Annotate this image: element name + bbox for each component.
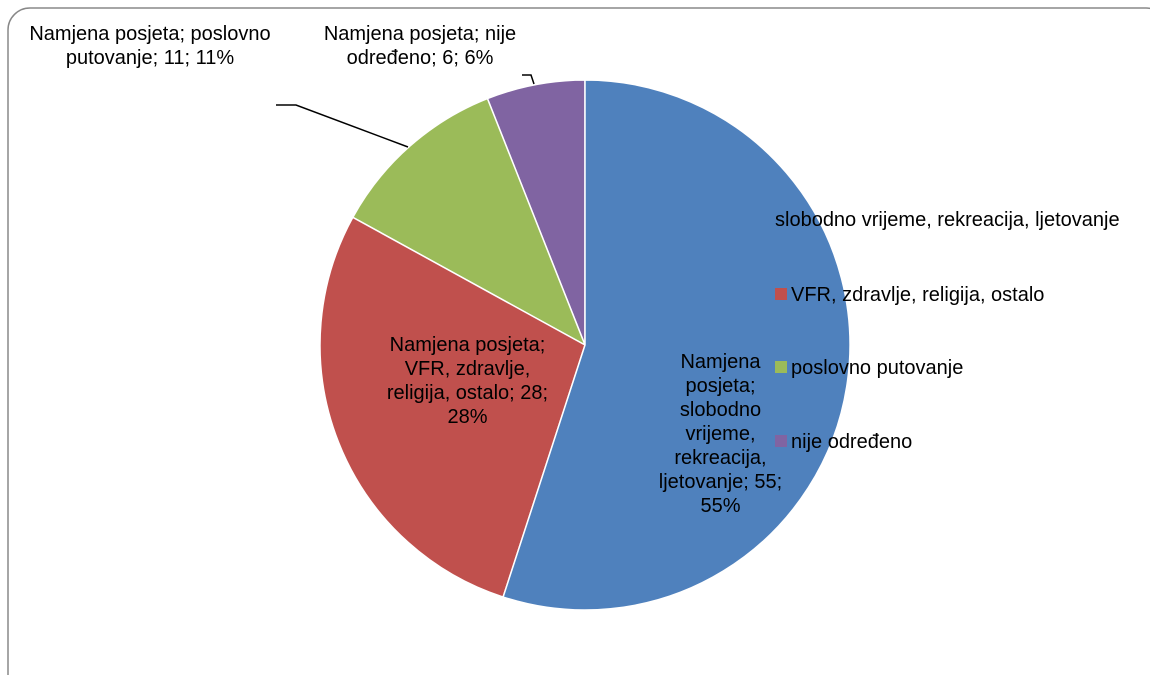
pie-slice xyxy=(351,97,587,347)
legend-swatch xyxy=(775,361,787,373)
data-label: Namjena posjeta; slobodno vrijeme, rekre… xyxy=(658,351,783,517)
legend-label: nije određeno xyxy=(791,431,913,453)
legend-label: poslovno putovanje xyxy=(791,357,964,379)
pie-slice xyxy=(502,79,851,611)
leader-line xyxy=(522,74,535,85)
data-label: Namjena posjeta; VFR, zdravlje, religija… xyxy=(386,334,549,428)
legend-item: VFR, zdravlje, religija, ostalo xyxy=(775,283,1145,307)
legend-item: slobodno vrijeme, rekreacija, ljetovanje xyxy=(775,208,1145,232)
data-label: Namjena posjeta; poslovno putovanje; 11;… xyxy=(29,23,271,69)
legend-item: nije određeno xyxy=(775,430,1145,454)
legend-swatch xyxy=(775,288,787,300)
legend-label: slobodno vrijeme, rekreacija, ljetovanje xyxy=(775,209,1120,231)
leader-line xyxy=(276,104,409,148)
legend-label: VFR, zdravlje, religija, ostalo xyxy=(791,284,1045,306)
data-label: Namjena posjeta; nije određeno; 6; 6% xyxy=(323,23,517,69)
frame xyxy=(7,7,1150,675)
legend-swatch xyxy=(775,435,787,447)
legend-item: poslovno putovanje xyxy=(775,356,1145,380)
pie-slice xyxy=(319,216,586,598)
